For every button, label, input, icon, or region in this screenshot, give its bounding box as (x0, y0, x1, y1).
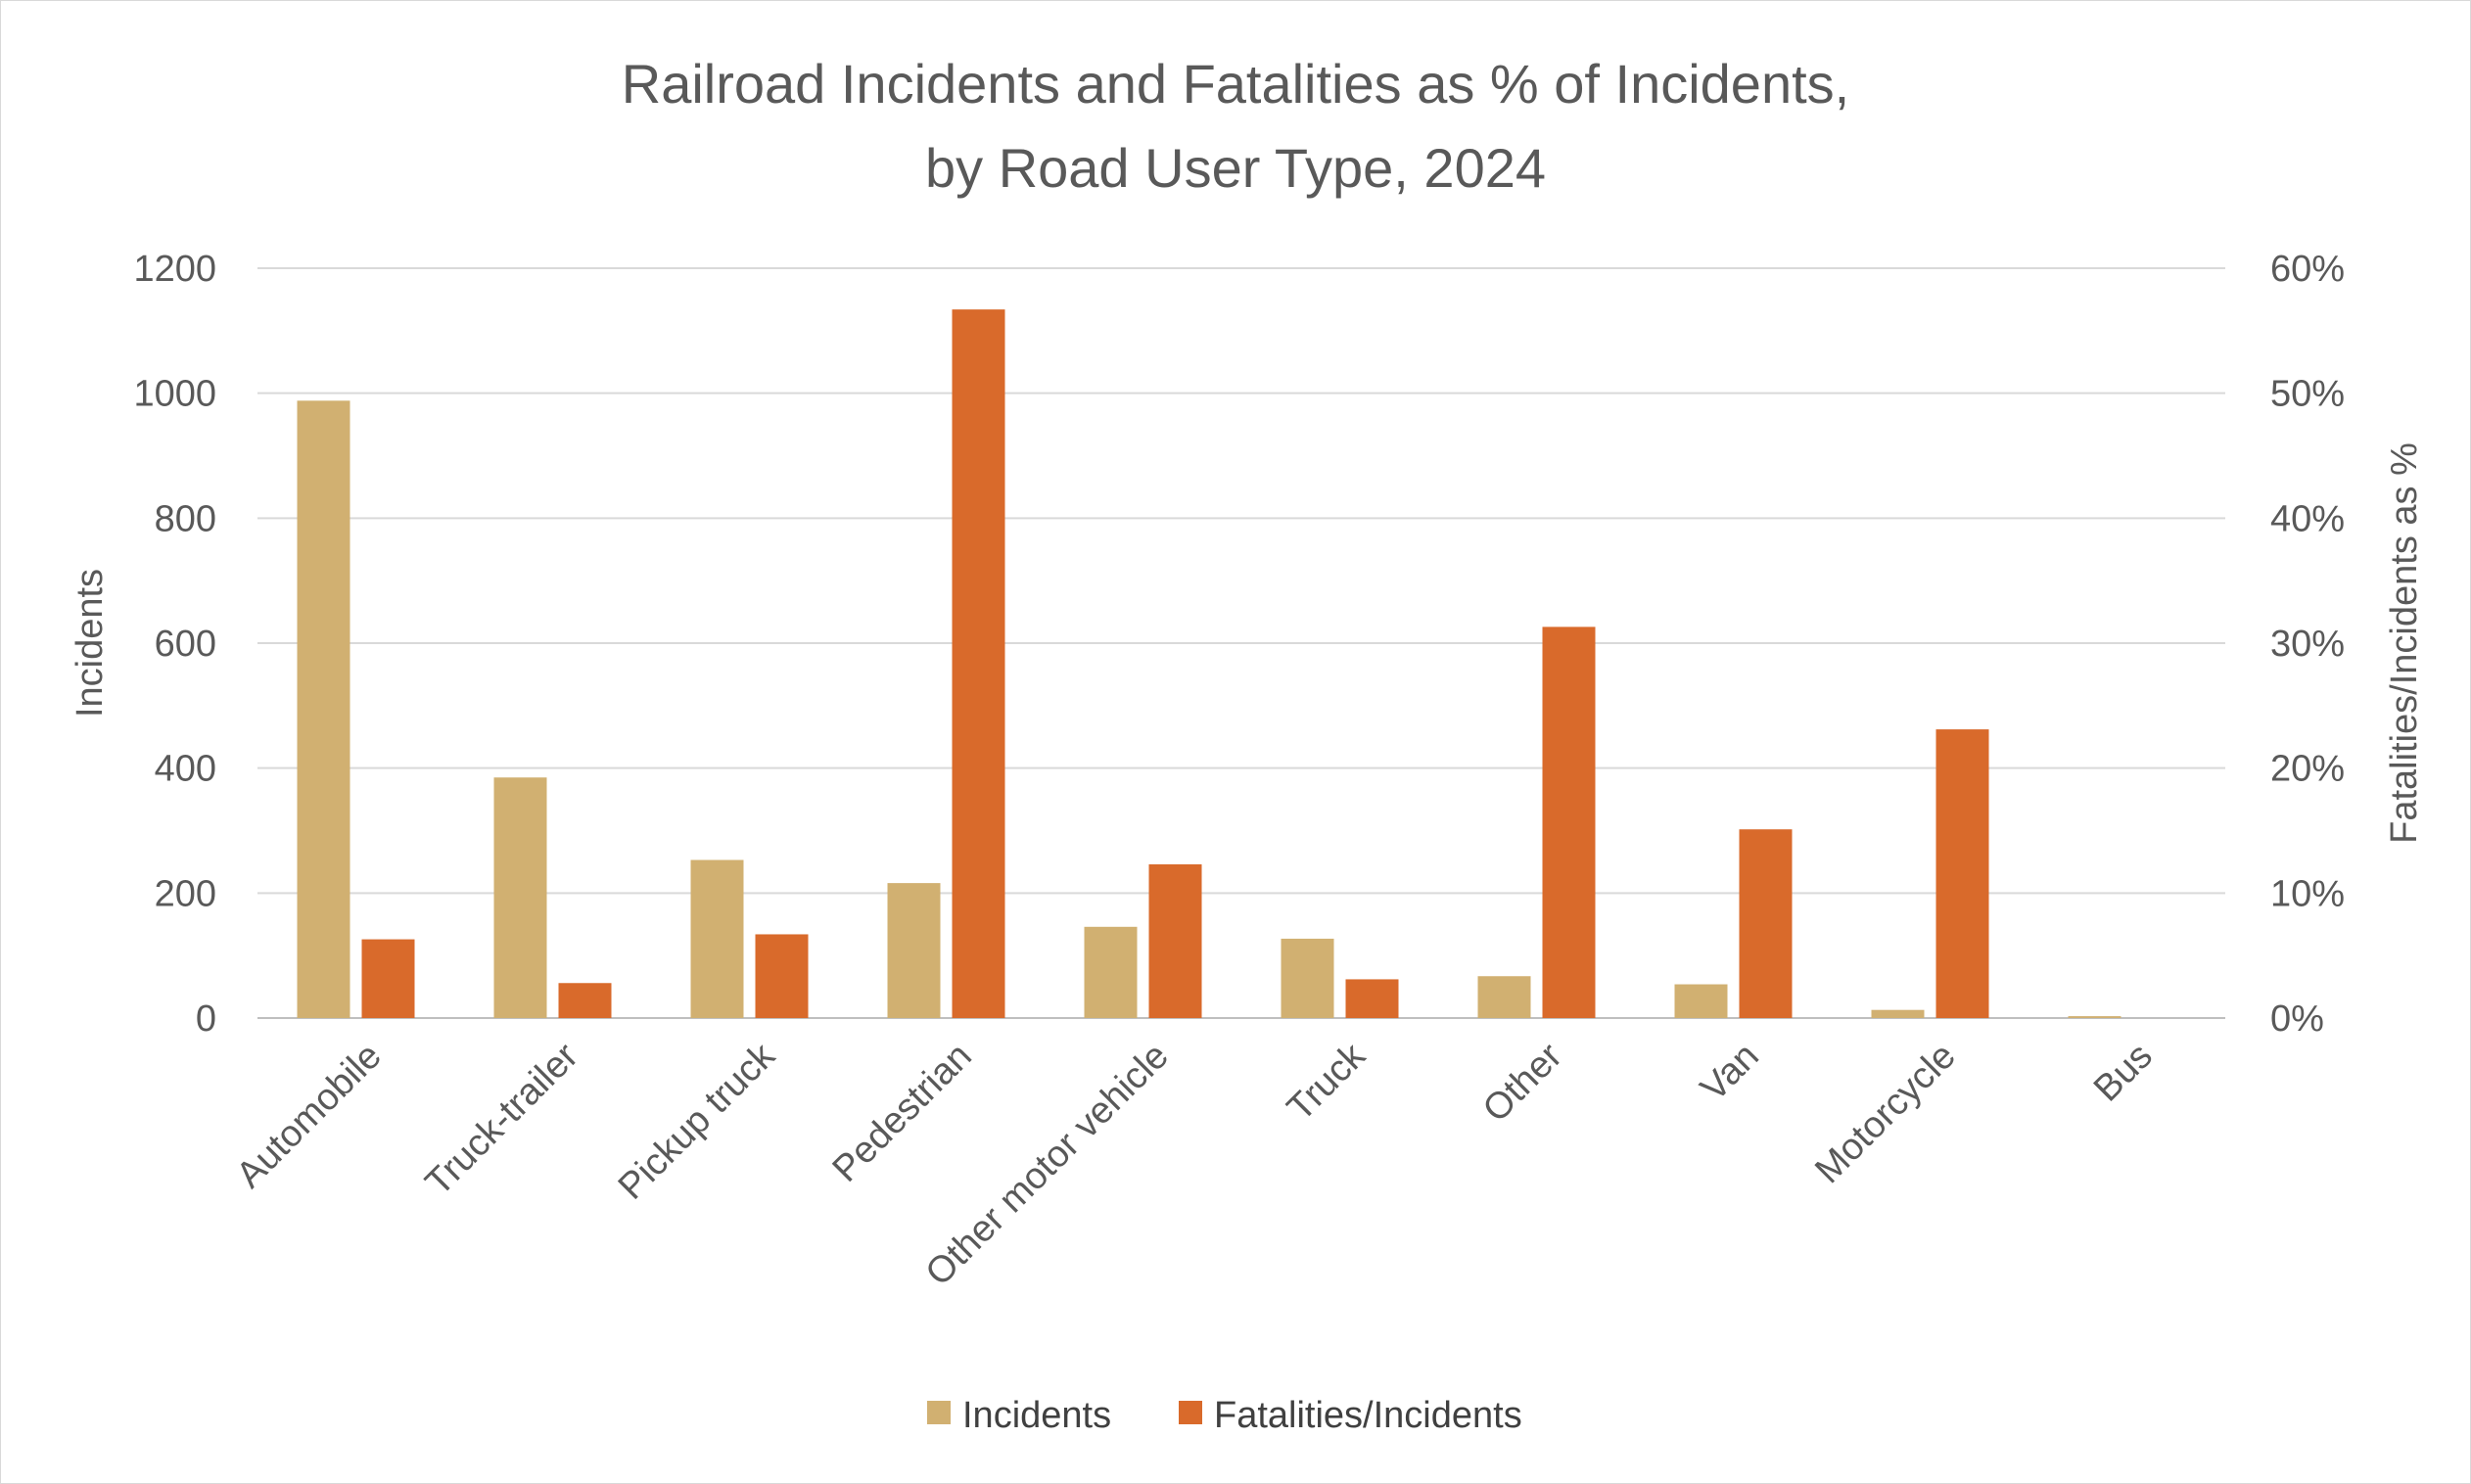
bar-incidents (1674, 984, 1728, 1018)
bar-incidents (1871, 1009, 1925, 1018)
bar-incidents (493, 777, 547, 1018)
bar-fatalities-ratio (558, 983, 612, 1018)
y2-tick-label: 30% (2270, 624, 2345, 665)
y-tick-label: 800 (155, 498, 216, 539)
y-axis-title: Incidents (70, 569, 111, 718)
y-tick-label: 200 (155, 873, 216, 914)
category-label: Pickup truck (611, 1035, 784, 1208)
y2-tick-label: 50% (2270, 374, 2345, 415)
bar-incidents (2068, 1016, 2121, 1018)
y2-tick-label: 20% (2270, 749, 2345, 790)
bars (297, 309, 2121, 1018)
bar-incidents (690, 859, 744, 1018)
bar-fatalities-ratio (755, 934, 809, 1018)
left-axis-ticks: 0 200 400 600 800 1000 1200 (133, 249, 216, 1040)
bar-fatalities-ratio (361, 939, 415, 1018)
y-tick-label: 0 (196, 998, 216, 1040)
y2-axis-title: Fatalities/Incidents as % (2384, 442, 2425, 844)
bar-incidents (887, 883, 941, 1018)
gridlines (257, 267, 2225, 1019)
y-tick-label: 600 (155, 624, 216, 665)
y2-tick-label: 60% (2270, 249, 2345, 290)
bar-incidents (1477, 976, 1531, 1018)
category-label: Truck (1280, 1035, 1375, 1130)
category-label: Truck-trailer (418, 1035, 586, 1203)
bar-incidents (297, 400, 350, 1018)
bar-fatalities-ratio (952, 309, 1005, 1018)
y-tick-label: 1200 (133, 249, 216, 290)
bar-fatalities-ratio (1148, 863, 1202, 1018)
right-axis-ticks: 0% 10% 20% 30% 40% 50% 60% (2270, 249, 2345, 1040)
category-label: Van (1693, 1036, 1767, 1110)
bar-fatalities-ratio (1935, 729, 1989, 1018)
y-tick-label: 400 (155, 749, 216, 790)
category-axis-ticks: Automobile Truck-trailer Pickup truck Pedes… (229, 1035, 2161, 1294)
legend: Incidents Fatalities/Incidents (927, 1395, 1522, 1436)
category-label: Pedestrian (825, 1036, 980, 1190)
category-label: Bus (2086, 1036, 2161, 1110)
bar-fatalities-ratio (1739, 829, 1793, 1018)
chart-title-line1: Railroad Incidents and Fatalities as % o… (622, 53, 1849, 115)
bar-fatalities-ratio (1345, 979, 1399, 1018)
bar-incidents (1281, 938, 1334, 1018)
y-tick-label: 1000 (133, 374, 216, 415)
legend-label: Incidents (962, 1395, 1111, 1436)
chart-title-line2: by Road User Type, 2024 (925, 137, 1546, 199)
legend-swatch (927, 1401, 951, 1424)
category-label: Automobile (229, 1036, 390, 1196)
y2-tick-label: 0% (2270, 998, 2324, 1040)
bar-fatalities-ratio (1542, 626, 1596, 1018)
bar-incidents (1084, 926, 1138, 1018)
category-label: Motorcycle (1807, 1036, 1964, 1192)
legend-label: Fatalities/Incidents (1214, 1395, 1522, 1436)
y2-tick-label: 40% (2270, 498, 2345, 539)
y2-tick-label: 10% (2270, 873, 2345, 914)
category-label: Other (1475, 1035, 1570, 1130)
legend-swatch (1179, 1401, 1202, 1424)
